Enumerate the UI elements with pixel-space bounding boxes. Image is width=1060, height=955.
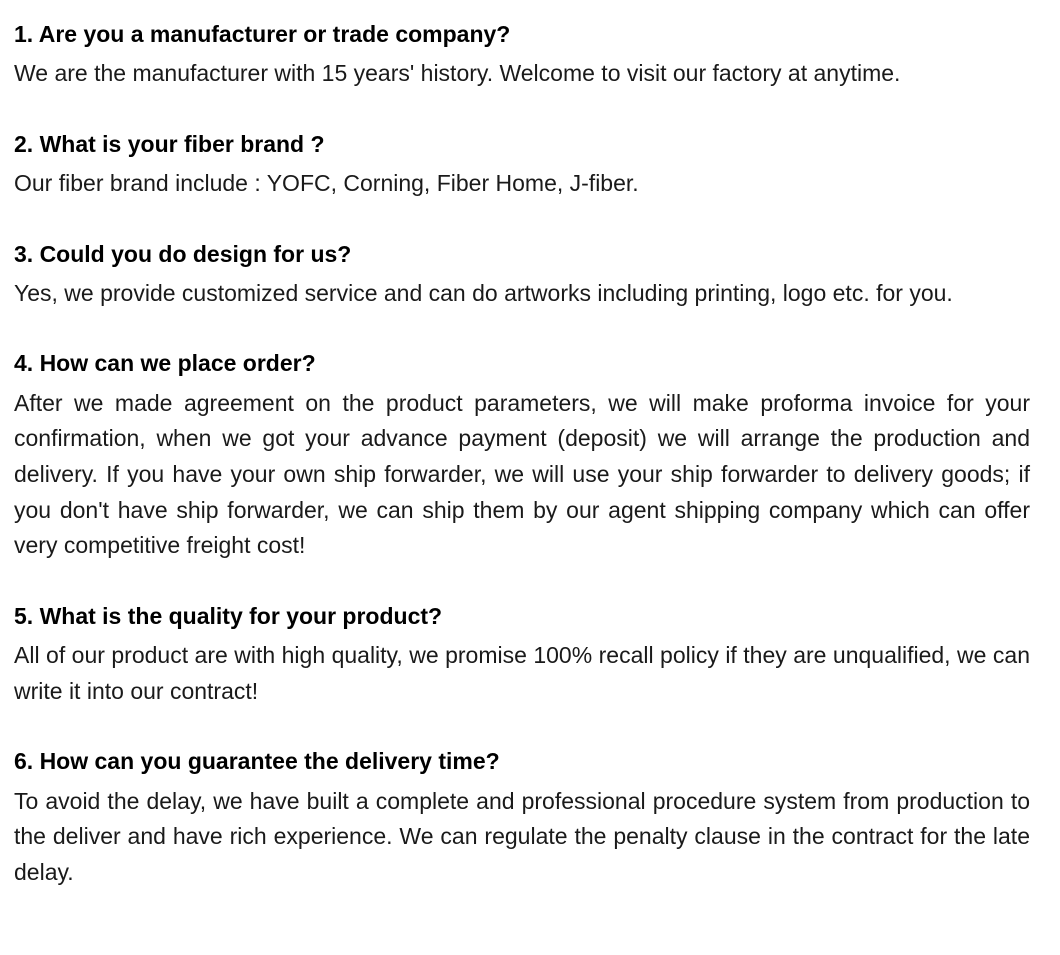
faq-item: 4. How can we place order? After we made … — [14, 347, 1030, 563]
faq-container: 1. Are you a manufacturer or trade compa… — [14, 18, 1030, 890]
faq-question: 2. What is your fiber brand ? — [14, 128, 1030, 160]
faq-item: 6. How can you guarantee the delivery ti… — [14, 745, 1030, 890]
faq-answer: Yes, we provide customized service and c… — [14, 276, 1030, 312]
faq-answer: After we made agreement on the product p… — [14, 386, 1030, 564]
faq-question: 6. How can you guarantee the delivery ti… — [14, 745, 1030, 777]
faq-answer: Our fiber brand include : YOFC, Corning,… — [14, 166, 1030, 202]
faq-question: 3. Could you do design for us? — [14, 238, 1030, 270]
faq-answer: All of our product are with high quality… — [14, 638, 1030, 709]
faq-question: 4. How can we place order? — [14, 347, 1030, 379]
faq-item: 5. What is the quality for your product?… — [14, 600, 1030, 709]
faq-answer: To avoid the delay, we have built a comp… — [14, 784, 1030, 891]
faq-item: 3. Could you do design for us? Yes, we pr… — [14, 238, 1030, 312]
faq-answer: We are the manufacturer with 15 years' h… — [14, 56, 1030, 92]
faq-item: 2. What is your fiber brand ? Our fiber b… — [14, 128, 1030, 202]
faq-question: 5. What is the quality for your product? — [14, 600, 1030, 632]
faq-question: 1. Are you a manufacturer or trade compa… — [14, 18, 1030, 50]
faq-item: 1. Are you a manufacturer or trade compa… — [14, 18, 1030, 92]
